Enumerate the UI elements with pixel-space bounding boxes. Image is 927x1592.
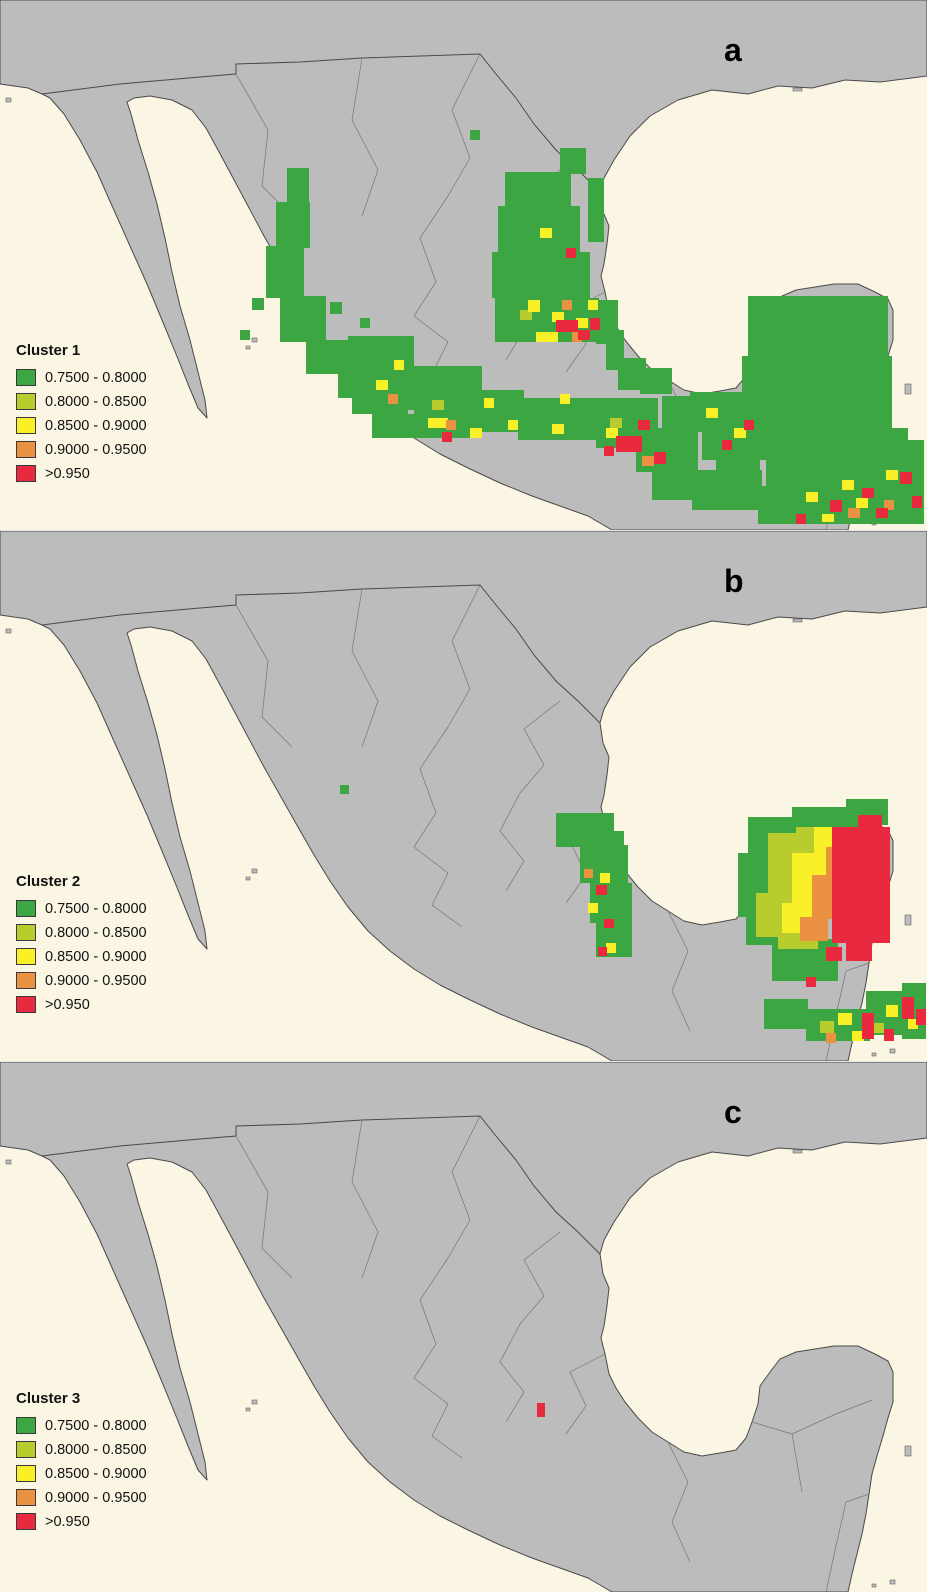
raster-cells xyxy=(340,785,926,1043)
panel-label: c xyxy=(724,1094,742,1130)
legend: Cluster 2 0.7500 - 0.8000 0.8000 - 0.850… xyxy=(16,873,147,1020)
legend-swatch-orange xyxy=(16,972,36,989)
legend: Cluster 1 0.7500 - 0.8000 0.8000 - 0.850… xyxy=(16,342,147,489)
legend-item: 0.8000 - 0.8500 xyxy=(16,924,147,941)
legend-item: 0.7500 - 0.8000 xyxy=(16,369,147,386)
legend-swatch-lime xyxy=(16,393,36,410)
legend-swatch-red xyxy=(16,465,36,482)
map-panel-c: c Cluster 3 0.7500 - 0.8000 0.8000 - 0.8… xyxy=(0,1061,927,1592)
legend-item-label: >0.950 xyxy=(45,1513,90,1530)
map-panel-a: a Cluster 1 0.7500 - 0.8000 0.8000 - 0.8… xyxy=(0,0,927,530)
legend-swatch-lime xyxy=(16,924,36,941)
legend-item: 0.9000 - 0.9500 xyxy=(16,972,147,989)
legend: Cluster 3 0.7500 - 0.8000 0.8000 - 0.850… xyxy=(16,1390,147,1537)
legend-swatch-green xyxy=(16,900,36,917)
mexico-map xyxy=(0,0,927,530)
legend-item: >0.950 xyxy=(16,996,147,1013)
legend-item-label: 0.8500 - 0.9000 xyxy=(45,417,147,434)
legend-title: Cluster 2 xyxy=(16,873,81,890)
legend-item: >0.950 xyxy=(16,465,147,482)
map-panel-b: b Cluster 2 0.7500 - 0.8000 0.8000 - 0.8… xyxy=(0,530,927,1061)
legend-item-label: >0.950 xyxy=(45,996,90,1013)
legend-swatch-lime xyxy=(16,1441,36,1458)
legend-swatch-red xyxy=(16,1513,36,1530)
legend-item-label: 0.9000 - 0.9500 xyxy=(45,972,147,989)
legend-swatch-red xyxy=(16,996,36,1013)
panel-label: b xyxy=(724,563,744,599)
legend-item: 0.7500 - 0.8000 xyxy=(16,1417,147,1434)
raster-cells xyxy=(537,1403,545,1417)
legend-item: 0.8500 - 0.9000 xyxy=(16,948,147,965)
legend-item: 0.9000 - 0.9500 xyxy=(16,441,147,458)
legend-item-label: 0.8000 - 0.8500 xyxy=(45,393,147,410)
raster-cells xyxy=(240,130,924,524)
legend-item-label: 0.7500 - 0.8000 xyxy=(45,900,147,917)
legend-item-label: 0.8000 - 0.8500 xyxy=(45,1441,147,1458)
mexico-map xyxy=(0,531,927,1061)
legend-item-label: 0.9000 - 0.9500 xyxy=(45,441,147,458)
legend-item-label: 0.8000 - 0.8500 xyxy=(45,924,147,941)
legend-swatch-orange xyxy=(16,441,36,458)
legend-swatch-green xyxy=(16,1417,36,1434)
legend-item: 0.7500 - 0.8000 xyxy=(16,900,147,917)
legend-item-label: 0.9000 - 0.9500 xyxy=(45,1489,147,1506)
legend-item: 0.8500 - 0.9000 xyxy=(16,417,147,434)
legend-swatch-orange xyxy=(16,1489,36,1506)
legend-item: 0.8500 - 0.9000 xyxy=(16,1465,147,1482)
legend-swatch-yellow xyxy=(16,417,36,434)
legend-item-label: 0.8500 - 0.9000 xyxy=(45,1465,147,1482)
legend-swatch-yellow xyxy=(16,1465,36,1482)
legend-item: 0.9000 - 0.9500 xyxy=(16,1489,147,1506)
legend-title: Cluster 3 xyxy=(16,1390,81,1407)
legend-swatch-yellow xyxy=(16,948,36,965)
legend-item-label: >0.950 xyxy=(45,465,90,482)
legend-swatch-green xyxy=(16,369,36,386)
legend-item-label: 0.7500 - 0.8000 xyxy=(45,369,147,386)
legend-item: >0.950 xyxy=(16,1513,147,1530)
legend-title: Cluster 1 xyxy=(16,342,81,359)
legend-item-label: 0.8500 - 0.9000 xyxy=(45,948,147,965)
panel-label: a xyxy=(724,32,742,68)
legend-item: 0.8000 - 0.8500 xyxy=(16,393,147,410)
mexico-map xyxy=(0,1062,927,1592)
legend-item: 0.8000 - 0.8500 xyxy=(16,1441,147,1458)
legend-item-label: 0.7500 - 0.8000 xyxy=(45,1417,147,1434)
